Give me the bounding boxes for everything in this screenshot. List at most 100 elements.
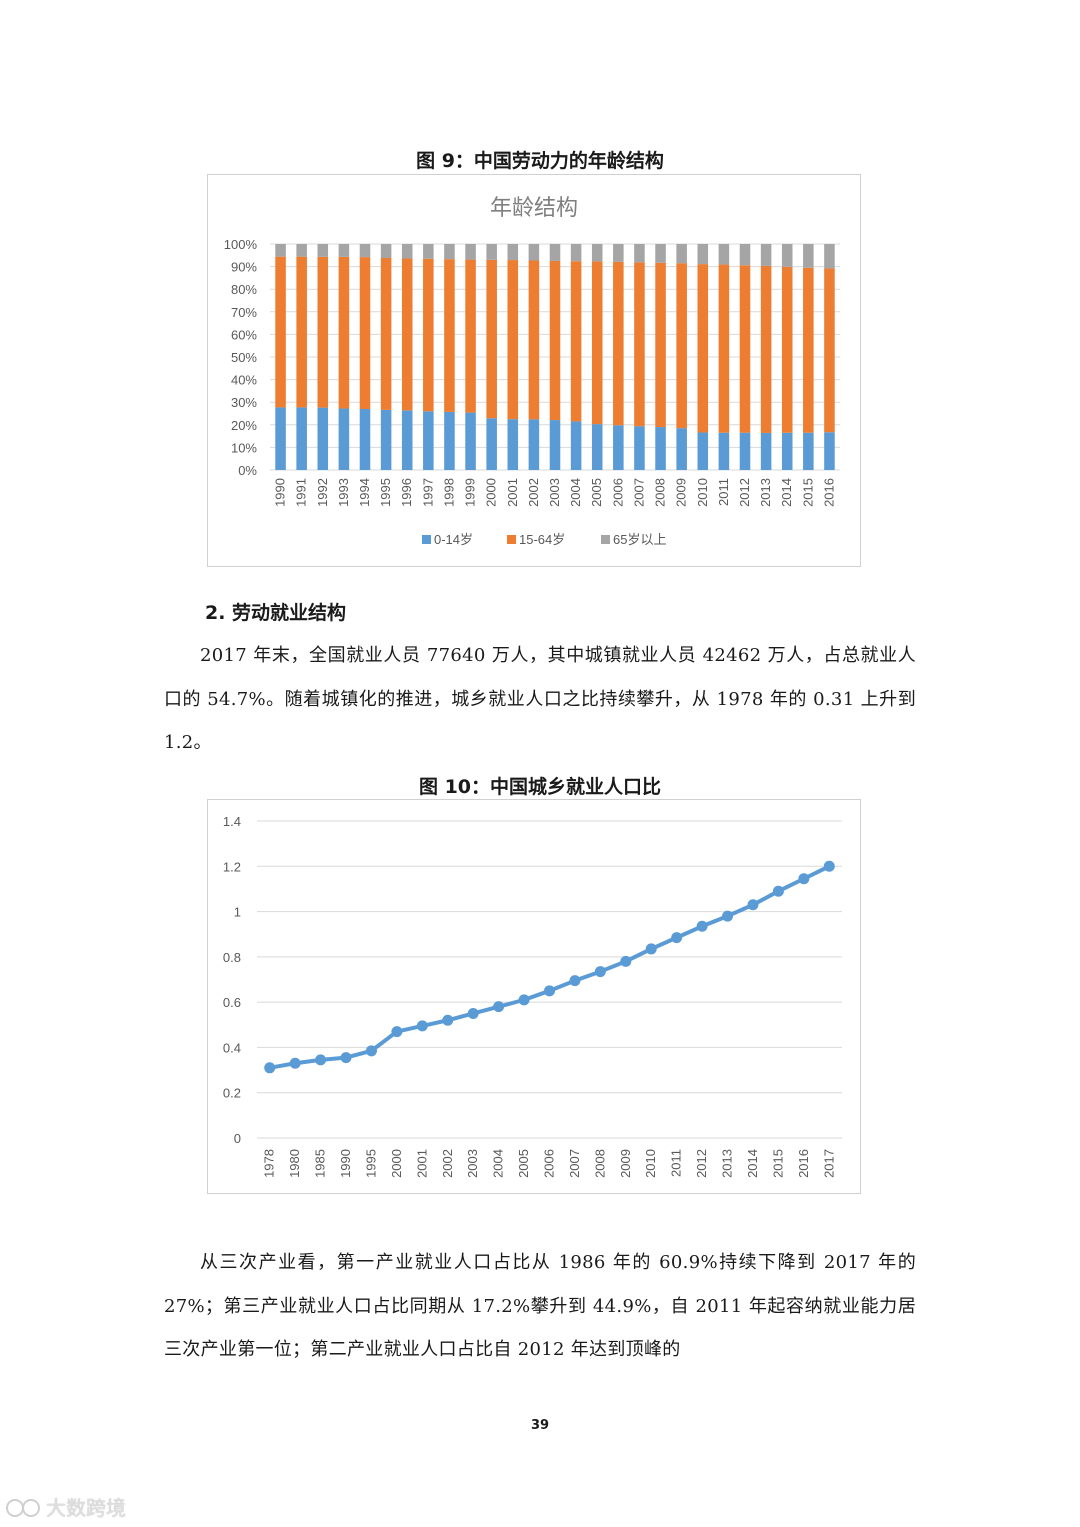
x-tick-label: 2002 [440, 1149, 455, 1178]
bar-segment [697, 244, 709, 265]
bar-segment [380, 258, 392, 410]
x-tick-label: 1994 [357, 478, 372, 507]
bar-segment [760, 265, 772, 433]
data-point [493, 1001, 505, 1013]
bar-segment [296, 256, 307, 408]
y-tick-label: 1 [234, 905, 241, 920]
x-tick-label: 2007 [631, 478, 646, 507]
y-tick-label: 1.2 [223, 859, 241, 874]
bar-segment [781, 266, 793, 433]
data-point [365, 1045, 377, 1057]
bar-segment [803, 432, 814, 470]
y-tick-label: 0 [234, 1131, 241, 1146]
bar-segment [803, 267, 814, 433]
urban-rural-ratio-chart-svg: 0 0.2 0.4 0.6 0.8 1 1.2 1.4 1978 1980 1985 1990 1995… [223, 814, 842, 1178]
bar-segment [444, 259, 455, 412]
bar-segment [317, 244, 329, 257]
bar-segment [528, 260, 540, 420]
bar-segment [760, 244, 772, 266]
bar-segment [338, 256, 350, 409]
paragraph-employment: 2017 年末，全国就业人员 77640 万人，其中城镇就业人员 42462 万… [164, 634, 916, 765]
legend-label: 15-64岁 [519, 532, 565, 547]
bar-segment [634, 426, 645, 470]
y-tick-label: 40% [231, 373, 257, 388]
data-point [671, 932, 683, 944]
x-tick-label: 1990 [338, 1149, 353, 1178]
x-tick-label: 1978 [262, 1149, 277, 1178]
bar-segment [444, 244, 455, 260]
bar-segment [676, 428, 687, 470]
watermark-text: 大数跨境 [46, 1496, 126, 1520]
bar-segment [718, 432, 730, 470]
y-tick-label: 90% [231, 260, 257, 275]
bar-segment [718, 264, 730, 433]
bar-segment [676, 263, 687, 429]
x-tick-label: 2004 [568, 478, 583, 507]
x-tick-label: 1993 [336, 478, 351, 507]
x-tick-label: 2004 [491, 1149, 506, 1178]
bar-segment [317, 407, 329, 470]
x-tick-label: 2010 [695, 478, 710, 507]
bar-segment [781, 432, 793, 470]
bar-segment [781, 244, 793, 267]
legend-label: 0-14岁 [434, 532, 473, 547]
y-tick-label: 0.8 [223, 950, 241, 965]
y-tick-label: 30% [231, 395, 257, 410]
series-line [269, 864, 831, 1070]
x-tick-label: 2010 [643, 1149, 658, 1178]
data-point [747, 899, 759, 911]
bar-segment [401, 258, 413, 411]
x-tick-label: 2011 [669, 1149, 684, 1177]
bar-segment [507, 244, 519, 261]
bar-segment [275, 407, 286, 470]
data-point [823, 860, 835, 872]
urban-rural-ratio-chart: 0 0.2 0.4 0.6 0.8 1 1.2 1.4 1978 1980 1985 1990 1995… [207, 799, 861, 1194]
bar-segment [613, 261, 624, 426]
x-tick-label: 2002 [526, 478, 541, 507]
bar-segment [275, 244, 286, 257]
data-point [518, 994, 530, 1006]
x-tick-label: 2013 [758, 478, 773, 507]
bar-segment [423, 258, 434, 412]
x-tick-label: 2006 [542, 1149, 557, 1178]
x-tick-label: 2011 [716, 478, 731, 506]
bar-segment [613, 244, 624, 262]
bar-segment [613, 425, 624, 470]
bar-segment [655, 244, 666, 263]
bar-segment [824, 432, 835, 470]
bar-segment [655, 427, 666, 470]
bar-segment [296, 244, 307, 257]
x-tick-label: 2006 [610, 478, 625, 507]
data-point [798, 873, 810, 885]
bar-segment [570, 261, 582, 422]
x-tick-label: 1997 [420, 478, 435, 507]
legend-swatch [507, 535, 516, 544]
bar-segment [486, 244, 497, 260]
bar-segment [359, 244, 371, 258]
bar-segment [359, 408, 371, 470]
bar-segment [380, 244, 392, 259]
y-tick-label: 0.4 [223, 1040, 241, 1055]
x-tick-label: 2016 [821, 478, 836, 507]
data-point [620, 955, 632, 967]
x-tick-label: 1991 [294, 478, 309, 507]
data-point [594, 966, 606, 978]
bar-segment [296, 407, 307, 470]
x-tick-label: 2000 [389, 1149, 404, 1178]
y-tick-label: 80% [231, 282, 257, 297]
bar-segment [634, 262, 645, 427]
bar-segment [739, 432, 751, 470]
age-structure-chart-svg: 年龄结构 0% 10% 20% 30% 40% 50% 60% 70% 80% 90% 100% 199… [224, 195, 840, 547]
y-tick-label: 10% [231, 440, 257, 455]
figure-9-caption: 图 9：中国劳动力的年龄结构 [416, 150, 664, 172]
x-tick-label: 2012 [694, 1149, 709, 1178]
section-heading: 2. 劳动就业结构 [205, 602, 347, 624]
y-tick-label: 60% [231, 327, 257, 342]
y-tick-label: 20% [231, 418, 257, 433]
bar-segment [486, 259, 497, 419]
bar-segment [824, 268, 835, 433]
x-tick-label: 2008 [592, 1149, 607, 1178]
bar-segment [507, 419, 519, 470]
data-point [467, 1007, 479, 1019]
x-tick-label: 2005 [589, 478, 604, 507]
